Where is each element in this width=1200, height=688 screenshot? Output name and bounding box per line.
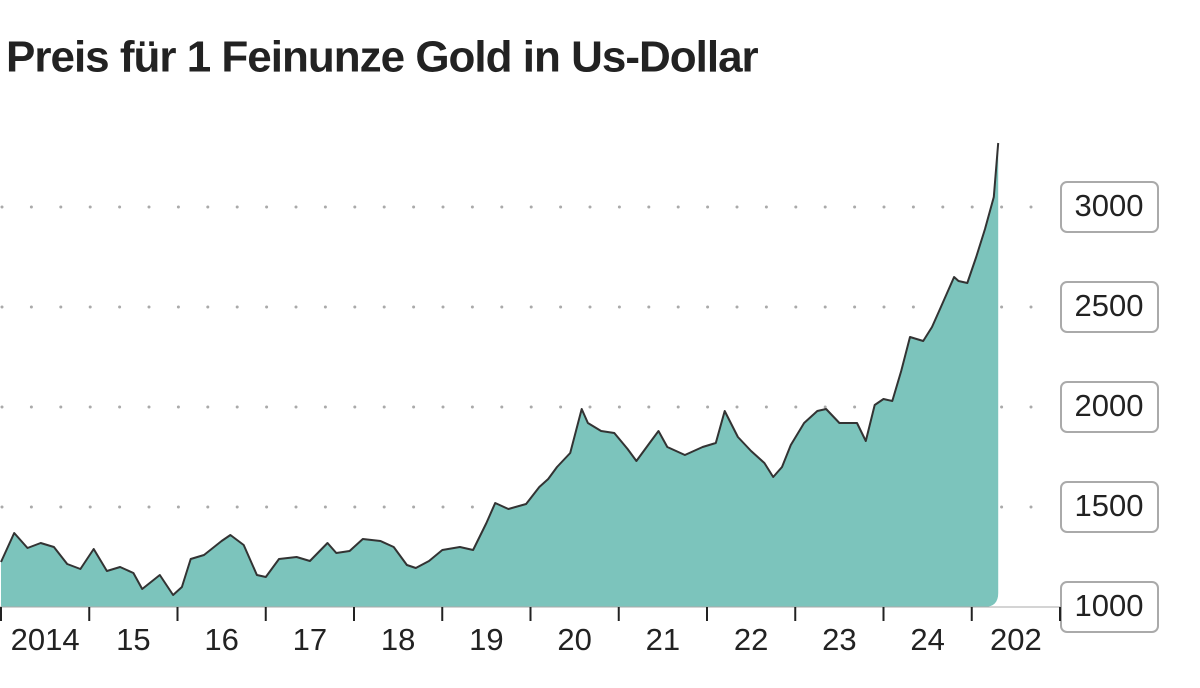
y-tick-label: 3000 [1075, 188, 1144, 223]
chart-title: Preis für 1 Feinunze Gold in Us-Dollar [6, 33, 759, 82]
y-tick-label: 2000 [1075, 388, 1144, 423]
y-tick-box [1060, 381, 1159, 433]
x-tick-label: 19 [469, 622, 503, 657]
y-tick-label: 1000 [1075, 588, 1144, 623]
line [0, 142, 1000, 596]
y-tick-box [1060, 481, 1159, 533]
x-tick-label: 24 [910, 622, 944, 657]
x-tick-label: 2014 [11, 622, 80, 657]
y-tick-box [1060, 181, 1159, 233]
y-tick-label: 1500 [1075, 488, 1144, 523]
x-tick-label: 17 [293, 622, 327, 657]
x-tick-label: 20 [557, 622, 591, 657]
x-tick-label: 22 [734, 622, 768, 657]
area [1, 143, 999, 607]
y-tick-label: 2500 [1075, 288, 1144, 323]
x-tick-label: 202 [990, 622, 1042, 657]
x-tick-label: 15 [116, 622, 150, 657]
x-tick-label: 16 [204, 622, 238, 657]
x-tick-label: 23 [822, 622, 856, 657]
y-tick-box [1060, 281, 1159, 333]
x-tick-label: 21 [646, 622, 680, 657]
x-tick-label: 18 [381, 622, 415, 657]
